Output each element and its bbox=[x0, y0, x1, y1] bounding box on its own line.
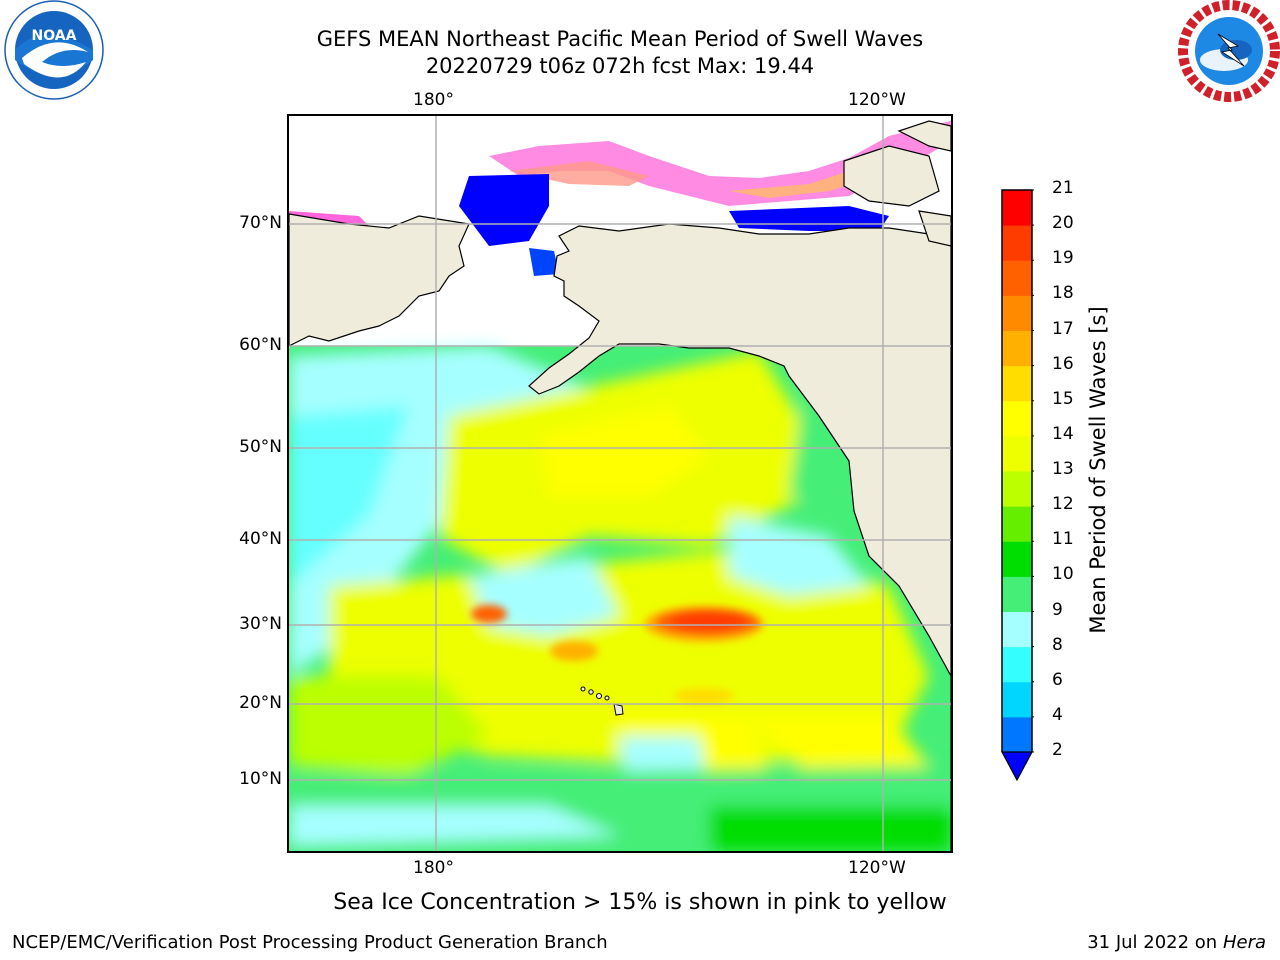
colorbar-segment bbox=[1002, 365, 1032, 402]
sea-ice-caption: Sea Ice Concentration > 15% is shown in … bbox=[0, 890, 1280, 915]
chukchi-blue bbox=[459, 174, 549, 246]
noaa-logo: NOAA bbox=[2, 0, 104, 102]
footer-credit: NCEP/EMC/Verification Post Processing Pr… bbox=[12, 932, 608, 953]
map-subtitle: 20220729 t06z 072h fcst Max: 19.44 bbox=[425, 54, 815, 78]
lon-label-bottom-120w: 120°W bbox=[848, 858, 906, 878]
colorbar-tick-label: 18 bbox=[1052, 283, 1074, 304]
lat-label-50n: 50°N bbox=[239, 437, 282, 457]
colorbar-tick-label: 17 bbox=[1052, 318, 1074, 339]
footer-date-text: 31 Jul 2022 on bbox=[1087, 932, 1223, 953]
colorbar-segment bbox=[1002, 611, 1032, 648]
colorbar-segment bbox=[1002, 295, 1032, 331]
colorbar-tick-label: 20 bbox=[1052, 213, 1074, 234]
colorbar-title: Mean Period of Swell Waves [s] bbox=[1086, 306, 1110, 634]
colorbar-tick-label: 14 bbox=[1052, 423, 1074, 444]
colorbar-segment bbox=[1002, 716, 1032, 753]
lat-label-30n: 30°N bbox=[239, 614, 282, 634]
colorbar-tick-label: 16 bbox=[1052, 353, 1074, 374]
colorbar-segment bbox=[1002, 400, 1032, 437]
map-title: GEFS MEAN Northeast Pacific Mean Period … bbox=[316, 27, 924, 51]
colorbar bbox=[1000, 186, 1034, 786]
colorbar-segment bbox=[1002, 506, 1032, 542]
footer-date: 31 Jul 2022 on Hera bbox=[1087, 932, 1266, 953]
colorbar-segment bbox=[1002, 646, 1032, 683]
colorbar-tick-label: 21 bbox=[1052, 178, 1074, 198]
colorbar-tick-label: 19 bbox=[1052, 248, 1074, 269]
colorbar-segment bbox=[1002, 576, 1032, 612]
caption-text: Sea Ice Concentration > 15% is shown in … bbox=[333, 890, 947, 915]
colorbar-tick-label: 9 bbox=[1052, 599, 1063, 620]
colorbar-tick-label: 6 bbox=[1052, 669, 1063, 690]
colorbar-segment bbox=[1002, 541, 1032, 577]
map-panel bbox=[287, 114, 953, 853]
noaa-logo-text: NOAA bbox=[32, 28, 77, 44]
colorbar-tick-label: 10 bbox=[1052, 564, 1074, 585]
colorbar-tick-label: 8 bbox=[1052, 634, 1063, 655]
colorbar-segment bbox=[1002, 190, 1032, 226]
lat-label-60n: 60°N bbox=[239, 335, 282, 355]
graticule bbox=[289, 116, 951, 851]
long-period-maxima bbox=[471, 605, 764, 704]
colorbar-segment bbox=[1002, 260, 1032, 296]
colorbar-extend-triangle bbox=[1000, 751, 1034, 782]
lat-label-40n: 40°N bbox=[239, 529, 282, 549]
swell-period-field bbox=[289, 346, 951, 851]
colorbar-segment bbox=[1002, 681, 1032, 718]
nws-logo bbox=[1178, 0, 1280, 102]
hawaii-islands bbox=[580, 686, 624, 716]
colorbar-tick-label: 11 bbox=[1052, 529, 1074, 550]
colorbar-tick-label: 15 bbox=[1052, 388, 1074, 409]
colorbar-tick-label: 2 bbox=[1052, 740, 1063, 760]
lon-label-top-180: 180° bbox=[413, 90, 454, 110]
footer-host: Hera bbox=[1222, 932, 1266, 953]
lat-label-20n: 20°N bbox=[239, 693, 282, 713]
colorbar-tick-label: 12 bbox=[1052, 494, 1074, 515]
colorbar-tick-label: 4 bbox=[1052, 704, 1063, 725]
lon-label-bottom-180: 180° bbox=[413, 858, 454, 878]
colorbar-segment bbox=[1002, 471, 1032, 507]
land bbox=[289, 120, 951, 851]
lat-label-70n: 70°N bbox=[239, 213, 282, 233]
colorbar-segment bbox=[1002, 435, 1032, 472]
colorbar-segment bbox=[1002, 225, 1032, 261]
colorbar-segment bbox=[1002, 330, 1032, 367]
lon-label-top-120w: 120°W bbox=[848, 90, 906, 110]
colorbar-tick-label: 13 bbox=[1052, 459, 1074, 479]
lat-label-10n: 10°N bbox=[239, 769, 282, 789]
